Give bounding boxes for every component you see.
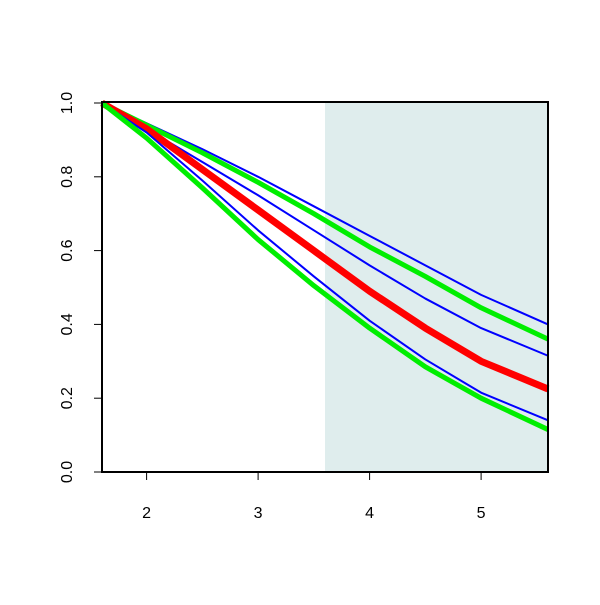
- line-series: [101, 102, 549, 422]
- x-tick-label: 2: [142, 505, 151, 522]
- line-series: [100, 100, 550, 342]
- x-tick-label: 5: [477, 505, 486, 522]
- line-series: [100, 101, 550, 432]
- x-tick-label: 4: [365, 505, 374, 522]
- line-series: [100, 99, 550, 393]
- y-tick-label: 0.4: [59, 313, 76, 335]
- y-tick-label: 0.6: [59, 239, 76, 261]
- shaded-region: [325, 103, 548, 472]
- y-tick-label: 0.0: [59, 461, 76, 483]
- y-tick-label: 0.8: [59, 166, 76, 188]
- y-tick-label: 0.2: [59, 387, 76, 409]
- plot-box: [101, 101, 549, 473]
- y-tick-label: 1.0: [59, 92, 76, 114]
- x-tick-label: 3: [254, 505, 263, 522]
